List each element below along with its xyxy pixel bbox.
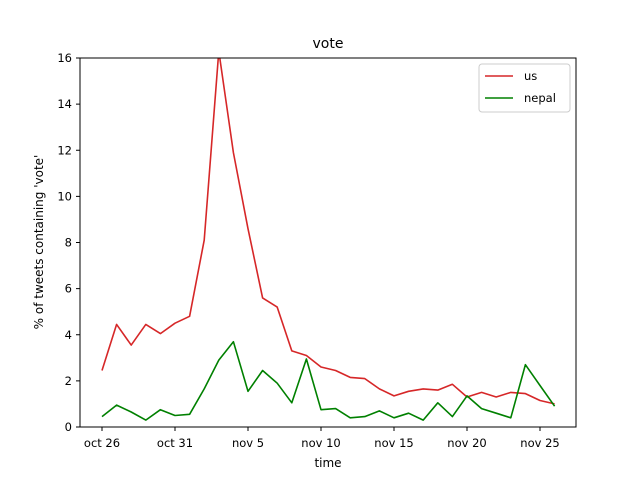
- y-tick-label: 12: [57, 143, 72, 157]
- x-tick-label: nov 25: [520, 436, 559, 450]
- y-tick-label: 14: [57, 97, 72, 111]
- x-tick-label: nov 10: [301, 436, 340, 450]
- y-tick-label: 6: [65, 282, 72, 296]
- x-tick-label: nov 20: [447, 436, 486, 450]
- x-axis-label: time: [314, 456, 341, 470]
- y-tick-label: 4: [65, 328, 72, 342]
- legend-label-nepal: nepal: [524, 91, 556, 105]
- y-tick-label: 0: [65, 420, 72, 434]
- x-axis: oct 26 oct 31 nov 5 nov 10 nov 15 nov 20 nov 2…: [84, 427, 560, 450]
- chart-title: vote: [313, 36, 344, 52]
- legend: us nepal: [478, 63, 571, 113]
- x-tick-label: oct 31: [157, 436, 193, 450]
- x-tick-label: oct 26: [84, 436, 120, 450]
- x-tick-label: nov 5: [232, 436, 264, 450]
- legend-label-us: us: [524, 69, 537, 83]
- y-axis: 0 2 4 6 8 10 12 14 16: [57, 51, 80, 434]
- plot-area: [101, 58, 556, 421]
- series-line-nepal: [101, 340, 556, 421]
- y-tick-label: 16: [57, 51, 72, 65]
- y-tick-label: 10: [57, 189, 72, 203]
- series-line-us: [101, 58, 555, 405]
- x-tick-label: nov 15: [374, 436, 413, 450]
- y-tick-label: 2: [65, 374, 72, 388]
- y-axis-label: % of tweets containing 'vote': [32, 155, 46, 330]
- y-tick-label: 8: [65, 236, 72, 250]
